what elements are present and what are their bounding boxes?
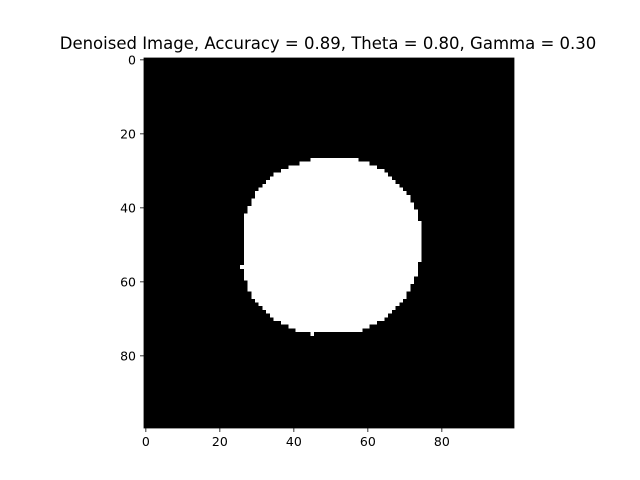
y-tick-label: 20 bbox=[120, 126, 136, 141]
image-pixel-row bbox=[273, 317, 385, 321]
image-pixel-row bbox=[247, 283, 411, 288]
image-pixel-row bbox=[295, 328, 363, 333]
image-pixel-row bbox=[269, 176, 392, 181]
image-pixel-row bbox=[280, 169, 385, 173]
image-pixel-row bbox=[251, 202, 415, 207]
x-tick-label: 0 bbox=[142, 434, 150, 449]
image-pixel-row bbox=[243, 257, 422, 262]
image-pixel-row bbox=[255, 191, 407, 196]
image-pixel-row bbox=[269, 313, 389, 318]
image-pixel-row bbox=[243, 224, 422, 229]
chart-title: Denoised Image, Accuracy = 0.89, Theta =… bbox=[60, 34, 597, 53]
x-tick-label: 40 bbox=[286, 434, 302, 449]
image-pixel-row bbox=[258, 187, 403, 192]
image-pixel-row bbox=[243, 213, 418, 218]
image-pixel-row bbox=[243, 217, 418, 222]
image-pixel-row bbox=[262, 305, 396, 310]
image-pixel-row bbox=[243, 272, 418, 277]
image-pixel-row bbox=[288, 324, 370, 329]
image-pixel-row bbox=[243, 243, 422, 247]
x-axis: 0 20 40 60 80 bbox=[142, 428, 450, 449]
y-tick-label: 40 bbox=[120, 200, 136, 215]
image-pixel-row bbox=[251, 291, 407, 296]
image-pixel-row bbox=[310, 157, 359, 162]
image-pixel-row bbox=[266, 180, 396, 185]
image-pixel-row bbox=[310, 331, 315, 336]
y-axis: 0 20 40 60 80 bbox=[120, 52, 144, 363]
image-pixel-row bbox=[243, 276, 415, 281]
image-pixel-row bbox=[251, 294, 407, 299]
image-pixel-row bbox=[243, 250, 422, 255]
plot-area bbox=[143, 57, 515, 429]
axes-frame bbox=[143, 57, 515, 429]
x-tick-label: 60 bbox=[360, 434, 376, 449]
y-tick-label: 0 bbox=[128, 52, 136, 67]
image-pixel-row bbox=[255, 298, 403, 303]
image-pixel-row bbox=[266, 309, 392, 314]
y-tick-label: 60 bbox=[120, 274, 136, 289]
image-pixel-row bbox=[243, 235, 422, 240]
image-pixel-row bbox=[251, 198, 411, 203]
image-pixel-row bbox=[255, 194, 411, 199]
x-tick-label: 20 bbox=[212, 434, 228, 449]
x-tick-label: 80 bbox=[434, 434, 450, 449]
image-pixel-row bbox=[240, 265, 418, 270]
image-pixel-row bbox=[243, 228, 422, 233]
image-pixel-row bbox=[243, 231, 422, 236]
image-pixel-row bbox=[247, 287, 411, 292]
image-pixel-row bbox=[243, 246, 422, 251]
image-pixel-row bbox=[243, 220, 422, 225]
image-pixel-row bbox=[243, 239, 422, 244]
image-pixel-row bbox=[243, 254, 422, 259]
image-pixel-row bbox=[247, 209, 418, 214]
image-pixel-row bbox=[273, 172, 389, 177]
image-pixel-row bbox=[247, 280, 415, 284]
image-pixel-row bbox=[243, 268, 418, 273]
image-pixel-row bbox=[243, 261, 418, 266]
image-pixel-row bbox=[288, 165, 378, 170]
image-pixel-row bbox=[262, 183, 400, 188]
image-pixel-row bbox=[280, 320, 378, 325]
image-pixel-row bbox=[258, 302, 400, 307]
image-pixel-row bbox=[299, 161, 370, 166]
y-tick-label: 80 bbox=[120, 348, 136, 363]
image-pixel-row bbox=[247, 206, 415, 210]
